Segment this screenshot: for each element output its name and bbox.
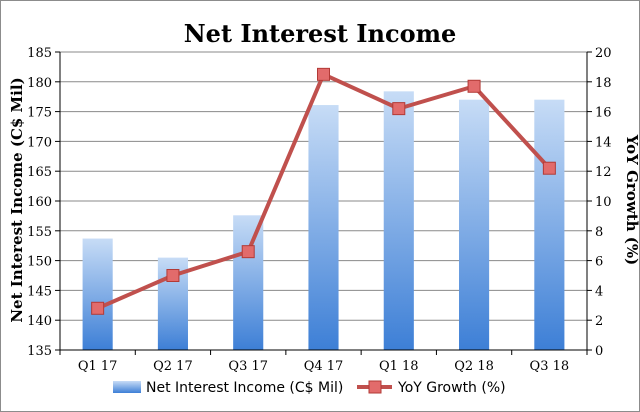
- y2-tick-label: 0: [595, 344, 603, 359]
- y2-tick-label: 10: [595, 195, 612, 210]
- bar: [534, 99, 565, 351]
- y-tick-label: 160: [27, 195, 52, 210]
- x-tick-label: Q3 17: [228, 359, 268, 374]
- y2-tick-label: 6: [595, 255, 603, 270]
- x-tick-label: Q1 17: [78, 359, 118, 374]
- y-tick-label: 175: [27, 106, 52, 121]
- y2-tick-label: 14: [595, 135, 612, 150]
- legend-bar-swatch: [113, 381, 141, 393]
- y2-tick-label: 8: [595, 225, 603, 240]
- x-tick-label: Q3 18: [530, 359, 570, 374]
- line-point: [467, 79, 481, 93]
- y2-tick-label: 20: [595, 46, 612, 61]
- y-tick-label: 150: [27, 255, 52, 270]
- y2-axis-title: YoY Growth (%): [623, 134, 640, 265]
- y-axis-title: Net Interest Income (C$ Mil): [8, 77, 26, 322]
- bar-layer: [82, 91, 565, 351]
- y-tick-label: 170: [27, 135, 52, 150]
- bar: [383, 91, 414, 350]
- line-point: [317, 67, 330, 81]
- y-tick-label: 140: [27, 314, 52, 329]
- y2-tick-label: 16: [595, 106, 612, 121]
- chart-title: Net Interest Income: [184, 19, 457, 48]
- y2-tick-label: 2: [595, 314, 603, 329]
- legend-line-label: YoY Growth (%): [397, 380, 506, 396]
- x-tick-label: Q4 17: [304, 359, 344, 374]
- bar: [308, 105, 339, 350]
- legend-line-marker: [368, 380, 382, 394]
- y-tick-label: 145: [27, 284, 52, 299]
- y2-tick-label: 4: [595, 284, 603, 299]
- y-tick-label: 155: [27, 225, 52, 240]
- bar: [459, 99, 490, 351]
- line-point: [392, 102, 406, 116]
- y2-tick-label: 12: [595, 165, 612, 180]
- legend-bar-label: Net Interest Income (C$ Mil): [146, 380, 343, 396]
- y-tick-label: 185: [27, 46, 52, 61]
- line-point: [241, 245, 255, 259]
- y2-tick-label: 18: [595, 76, 612, 91]
- x-tick-label: Q2 18: [454, 359, 494, 374]
- x-tick-label: Q2 17: [153, 359, 193, 374]
- x-tick-label: Q1 18: [379, 359, 419, 374]
- line-point: [91, 301, 105, 315]
- line-point: [542, 161, 556, 175]
- legend: Net Interest Income (C$ Mil) YoY Growth …: [113, 380, 506, 396]
- bar: [233, 215, 264, 350]
- bar: [82, 238, 113, 350]
- y-tick-label: 180: [27, 76, 52, 91]
- y-tick-label: 165: [27, 165, 52, 180]
- line-layer: [91, 67, 556, 315]
- line-point: [166, 269, 180, 282]
- y-tick-label: 135: [27, 344, 52, 359]
- axis-layer: 135 140 145 150 155 160 165 170 175 180 185 0 2 4 6 8 10…: [27, 46, 611, 374]
